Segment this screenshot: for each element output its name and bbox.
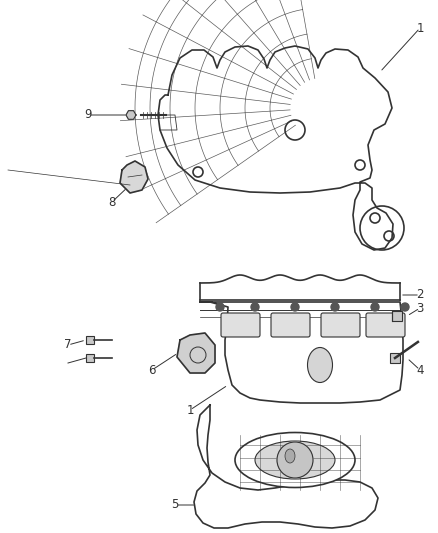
Bar — [86, 354, 94, 362]
Text: 9: 9 — [84, 109, 92, 122]
Polygon shape — [200, 275, 400, 300]
Circle shape — [371, 303, 379, 311]
FancyBboxPatch shape — [221, 313, 260, 337]
Circle shape — [251, 303, 259, 311]
Bar — [392, 311, 402, 321]
Bar — [86, 336, 94, 344]
Text: 2: 2 — [416, 288, 424, 302]
Text: 4: 4 — [416, 364, 424, 376]
Polygon shape — [126, 111, 136, 119]
Text: 8: 8 — [108, 196, 116, 208]
Circle shape — [291, 303, 299, 311]
Circle shape — [277, 442, 313, 478]
Circle shape — [331, 303, 339, 311]
Polygon shape — [200, 302, 403, 403]
Polygon shape — [194, 405, 378, 528]
Text: 6: 6 — [148, 364, 156, 376]
Text: 3: 3 — [416, 302, 424, 314]
FancyBboxPatch shape — [271, 313, 310, 337]
Circle shape — [216, 303, 224, 311]
Bar — [390, 353, 400, 363]
Polygon shape — [120, 161, 148, 193]
Ellipse shape — [285, 449, 295, 463]
FancyBboxPatch shape — [321, 313, 360, 337]
Text: 1: 1 — [186, 403, 194, 416]
Polygon shape — [158, 46, 393, 250]
Circle shape — [401, 303, 409, 311]
Ellipse shape — [235, 432, 355, 488]
Polygon shape — [177, 333, 215, 373]
Text: 7: 7 — [64, 338, 72, 351]
Ellipse shape — [307, 348, 332, 383]
Ellipse shape — [255, 441, 335, 479]
Text: 1: 1 — [416, 21, 424, 35]
Text: 5: 5 — [171, 498, 179, 512]
FancyBboxPatch shape — [366, 313, 405, 337]
